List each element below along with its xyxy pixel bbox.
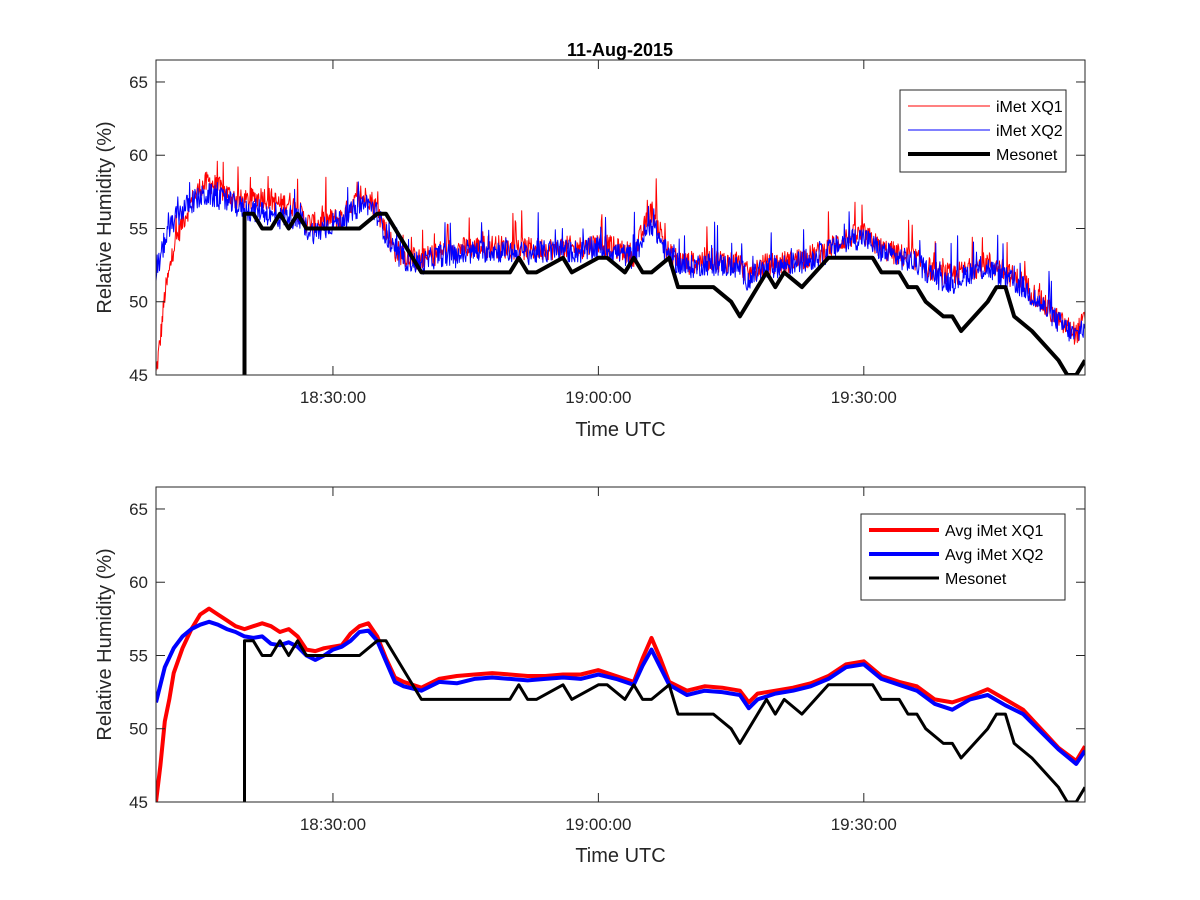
y-tick-label: 65 [129, 500, 148, 519]
x-tick-label: 19:30:00 [831, 815, 897, 834]
y-tick-label: 50 [129, 293, 148, 312]
y-tick-label: 50 [129, 720, 148, 739]
y-tick-label: 60 [129, 146, 148, 165]
axis-ticks: 45 50 55 60 65 18:30:00 19:00:00 19:30:00 [129, 60, 1085, 407]
plot-area [156, 606, 1085, 802]
x-tick-label: 19:00:00 [565, 815, 631, 834]
legend-entry: Mesonet [996, 147, 1058, 164]
series-line-imet-xq1 [156, 160, 1085, 372]
x-axis-label: Time UTC [575, 845, 665, 867]
plot-area [156, 160, 1085, 375]
y-axis-label: Relative Humidity (%) [94, 548, 116, 740]
axis-ticks: 45 50 55 60 65 18:30:00 19:00:00 19:30:00 [129, 487, 1085, 834]
series-line-mesonet [243, 639, 1085, 802]
y-tick-label: 45 [129, 366, 148, 385]
chart-title: 11-Aug-2015 [567, 40, 673, 60]
series-line-avg-imet-xq1 [156, 606, 1085, 802]
y-tick-label: 55 [129, 219, 148, 238]
x-tick-label: 19:30:00 [831, 388, 897, 407]
x-tick-label: 19:00:00 [565, 388, 631, 407]
legend-entry: Avg iMet XQ2 [945, 547, 1044, 564]
y-tick-label: 55 [129, 646, 148, 665]
axes-frame [155, 486, 1086, 803]
legend: Avg iMet XQ1 Avg iMet XQ2 Mesonet [860, 513, 1066, 601]
legend: iMet XQ1 iMet XQ2 Mesonet [899, 89, 1067, 173]
y-axis-label: Relative Humidity (%) [94, 121, 116, 313]
series-line-mesonet [242, 211, 1085, 375]
legend-entry: Mesonet [945, 571, 1007, 588]
legend-entry: iMet XQ2 [996, 123, 1063, 140]
y-tick-label: 65 [129, 73, 148, 92]
top-subplot: 11-Aug-2015 45 50 55 60 65 18:30:00 19:00:00 19… [94, 40, 1086, 441]
y-tick-label: 60 [129, 573, 148, 592]
x-tick-label: 18:30:00 [300, 388, 366, 407]
bottom-subplot: 45 50 55 60 65 18:30:00 19:00:00 19:30:00 Time … [94, 486, 1086, 867]
legend-box [899, 89, 1067, 173]
x-tick-label: 18:30:00 [300, 815, 366, 834]
legend-entry: iMet XQ1 [996, 99, 1063, 116]
axes-frame [155, 59, 1086, 376]
legend-entry: Avg iMet XQ1 [945, 523, 1044, 540]
x-axis-label: Time UTC [575, 419, 665, 441]
series-line-avg-imet-xq2 [156, 619, 1085, 766]
y-tick-label: 45 [129, 793, 148, 812]
